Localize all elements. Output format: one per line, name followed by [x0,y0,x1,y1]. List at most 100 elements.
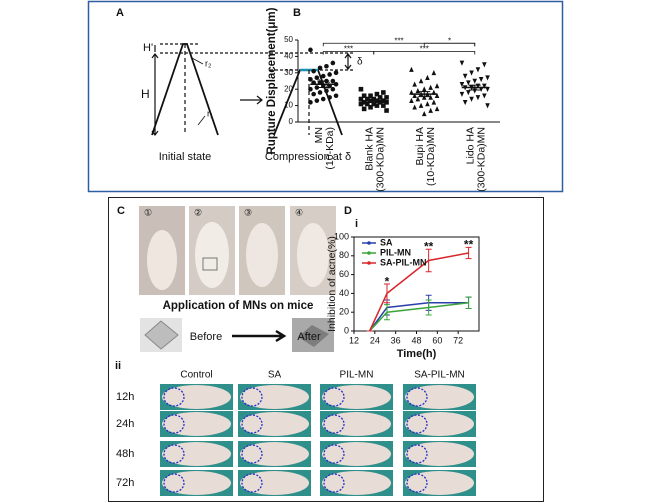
photo-grid [160,384,476,496]
skin [240,385,309,409]
point [371,101,377,107]
skin [240,412,309,436]
panel-label: ii [115,360,121,372]
error-bar [465,246,472,260]
point [330,78,336,84]
x-tick-label: 36 [391,335,401,345]
lesion-ring [163,444,185,464]
point [428,94,433,100]
point [381,103,386,108]
point [330,86,336,92]
legend-label: SA [380,237,393,247]
row-label: 72h [116,477,134,489]
column-label: Control [180,370,212,381]
bracket [423,42,476,47]
y-tick-label: 0 [289,117,294,126]
point [327,95,332,100]
point [409,66,414,72]
point [358,101,364,107]
mouse [147,230,177,290]
error-bar [418,91,431,98]
lesion-ring [323,387,345,407]
point [412,81,417,87]
error-bar [465,296,472,309]
point [308,77,313,82]
point [384,100,389,105]
row-label: 24h [116,418,134,430]
skin [405,471,474,495]
point [434,106,440,112]
point [311,68,316,74]
point [365,101,370,107]
legend-dot [367,261,371,265]
lesion-ring [163,387,185,407]
point [462,73,468,79]
caption: Compression at δ [265,151,351,163]
point [377,100,383,105]
mouse [246,223,278,287]
lesion-ring [406,473,428,493]
after: After [297,331,321,343]
panel-label: A [116,7,124,19]
point [324,88,329,94]
x-tick-label: MN [313,127,325,143]
point [314,75,320,81]
series-line [369,302,469,332]
point [412,104,417,110]
skin [240,471,309,495]
y-tick-label: 80 [339,250,349,260]
lesion-ring [163,414,185,434]
point [412,92,417,99]
lesion-ring [323,473,345,493]
point [320,96,326,102]
mn-array [144,320,179,350]
skin [162,385,231,409]
panel-sublabel: i [355,218,358,230]
point [314,85,320,90]
point [475,95,481,101]
lesion-ring [323,414,345,434]
point [469,96,474,102]
caption: Application of MNs on mice [163,300,314,312]
x-tick-label: 60 [432,335,442,345]
point [384,108,389,113]
point [317,90,323,95]
point [358,96,364,102]
series-line [369,302,469,332]
point [374,103,380,108]
y-tick-label: 50 [284,35,293,44]
annotation: ** [464,238,474,252]
x-tick-label: Lido HA [465,127,477,164]
arrowheads [344,53,352,70]
skin [405,442,474,466]
delta: δ [357,57,363,68]
y-tick-label: 20 [284,84,293,93]
x-tick-label: (300-KDa)MN [375,127,387,192]
error-bar [425,299,432,316]
error-bar [383,304,390,321]
point [384,95,389,100]
lesion-ring [241,387,263,407]
column-label: PIL-MN [340,370,374,381]
error-bar [383,283,390,304]
photo-number: ② [194,207,202,217]
h-prime: H' [143,42,153,54]
point [475,67,481,73]
point [466,90,471,96]
skin [405,385,474,409]
row-label: 48h [116,448,134,460]
skin [322,412,391,436]
lesion-ring [406,387,428,407]
x-tick-label: 24 [370,335,380,345]
point [327,72,332,77]
skin [162,471,231,495]
significance: * [448,36,451,45]
point [333,93,339,99]
mouse [297,223,329,287]
point [365,96,370,102]
point [374,91,380,97]
caption: Initial state [159,151,212,163]
point [317,65,323,71]
y-tick-label: 60 [339,269,349,279]
